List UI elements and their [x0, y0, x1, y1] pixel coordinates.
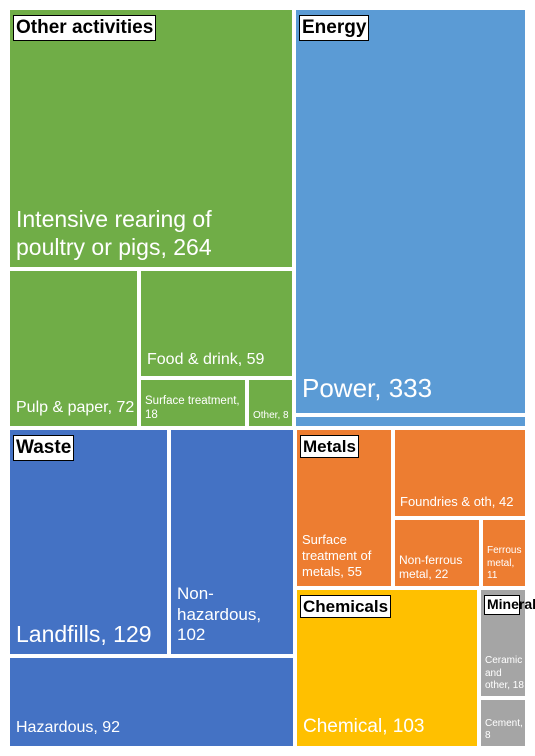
treemap-cell-label: Non-hazardous, 102 [177, 583, 262, 645]
treemap-cell-label: Other, 8 [253, 409, 289, 421]
treemap-cell-label: Hazardous, 92 [16, 719, 121, 737]
treemap-cell-label: Ceramic and other, 18 [485, 655, 524, 691]
treemap-cell-label: Surface treatment of metals, 55 [302, 532, 372, 580]
treemap-cell-label: Surface treatment, 18 [145, 394, 240, 421]
treemap-cell-hazardous: Hazardous, 92 [8, 656, 295, 748]
treemap-cell-label: Foundries & oth, 42 [400, 494, 514, 510]
treemap-cell-non-hazardous: Non-hazardous, 102 [169, 428, 295, 656]
treemap-cell-other: Other, 8 [247, 378, 294, 428]
treemap-cell-label: Ferrous metal, 11 [487, 545, 522, 581]
treemap-cell-pulp-and-paper: Pulp & paper, 72 [8, 269, 139, 428]
treemap-cell-food-and-drink: Food & drink, 59 [139, 269, 294, 378]
group-title-metals: Metals [300, 435, 359, 459]
treemap-cell-label: Non-ferrous metal, 22 [399, 552, 463, 582]
group-title-minerals: Minerals [484, 595, 535, 615]
treemap-cell-label: Power, 333 [302, 373, 433, 404]
treemap-cell-label: Pulp & paper, 72 [16, 399, 135, 417]
treemap-cell-foundries-and-oth: Foundries & oth, 42 [393, 428, 527, 518]
group-title-other-activities: Other activities [13, 15, 157, 41]
treemap-cell-ferrous-metal: Ferrous metal, 11 [481, 518, 527, 588]
treemap-cell-label: Cement, 8 [485, 717, 523, 741]
group-title-waste: Waste [13, 435, 75, 461]
treemap-cell-label: Intensive rearing of poultry or pigs, 26… [16, 205, 212, 260]
treemap-cell-cement: Cement, 8 [479, 698, 527, 748]
treemap-cell-power: Power, 333 [294, 8, 527, 415]
treemap-cell-label: Food & drink, 59 [147, 351, 265, 369]
treemap-cell-surface-treatment: Surface treatment, 18 [139, 378, 247, 428]
group-title-chemicals: Chemicals [300, 595, 392, 619]
treemap-cell-label: Landfills, 129 [16, 620, 152, 647]
group-title-energy: Energy [299, 15, 370, 41]
treemap-cell-landfills: Landfills, 129 [8, 428, 169, 656]
treemap-cell-intensive-rearing-of-poultry-or-pigs: Intensive rearing of poultry or pigs, 26… [8, 8, 294, 269]
treemap-cell-label: Chemical, 103 [303, 715, 425, 737]
treemap-cell-chemical: Chemical, 103 [295, 588, 479, 748]
energy-filler-strip [294, 415, 527, 428]
treemap-cell-non-ferrous-metal: Non-ferrous metal, 22 [393, 518, 481, 588]
